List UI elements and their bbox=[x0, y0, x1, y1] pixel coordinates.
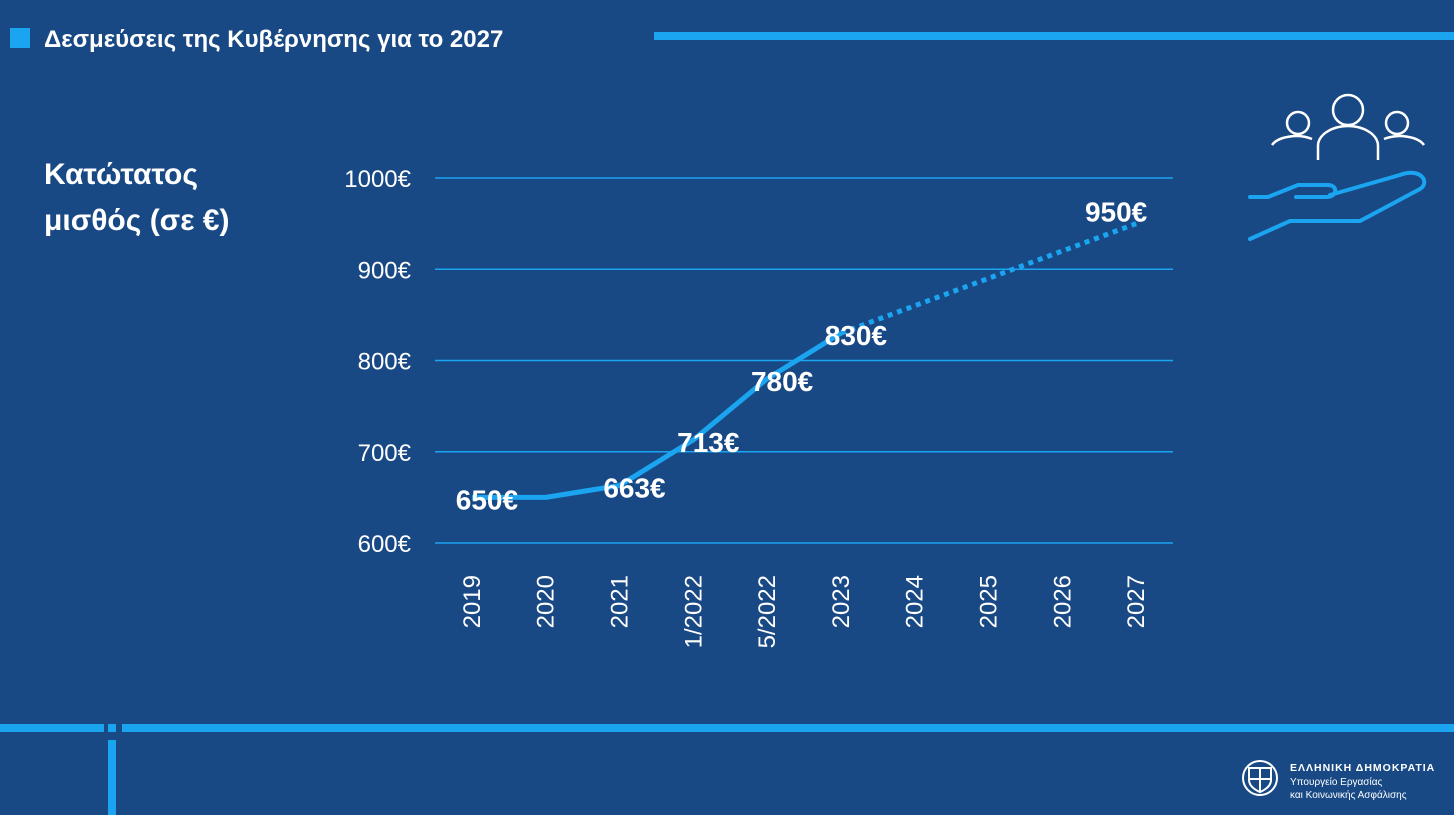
footer-ministry: και Κοινωνικής Ασφάλισης bbox=[1290, 789, 1407, 801]
x-tick-label: 5/2022 bbox=[754, 575, 781, 648]
hand-icon bbox=[1248, 170, 1427, 241]
y-tick-label: 1000€ bbox=[344, 166, 411, 193]
x-tick-label: 2019 bbox=[459, 575, 486, 628]
people-icon bbox=[1270, 93, 1426, 160]
x-tick-label: 2027 bbox=[1123, 575, 1150, 628]
x-tick-label: 2021 bbox=[607, 575, 634, 628]
x-tick-label: 2023 bbox=[828, 575, 855, 628]
chart-title: Δεσμεύσεις της Κυβέρνησης για το 2027 bbox=[44, 26, 503, 53]
y-tick-label: 700€ bbox=[358, 440, 412, 467]
data-label: 780€ bbox=[751, 366, 814, 397]
footer-rule bbox=[122, 724, 1454, 732]
emblem-shield bbox=[1248, 767, 1272, 794]
x-tick-label: 2020 bbox=[533, 575, 560, 628]
line-series bbox=[840, 221, 1137, 336]
title-rule bbox=[654, 32, 1454, 40]
footer-ministry: Υπουργείο Εργασίας bbox=[1290, 776, 1382, 788]
data-label: 950€ bbox=[1085, 197, 1148, 228]
footer-bar bbox=[108, 740, 116, 815]
x-tick-label: 1/2022 bbox=[680, 575, 707, 648]
emblem bbox=[1242, 760, 1278, 796]
footer-rule bbox=[0, 724, 104, 732]
title-marker bbox=[10, 28, 30, 48]
data-label: 713€ bbox=[677, 427, 740, 458]
y-tick-label: 800€ bbox=[358, 349, 412, 376]
data-label: 830€ bbox=[825, 320, 888, 351]
y-axis-label: Κατώτατος μισθός (σε €) bbox=[44, 158, 230, 237]
data-label: 650€ bbox=[456, 484, 519, 515]
x-tick-label: 2025 bbox=[976, 575, 1003, 628]
x-tick-label: 2024 bbox=[902, 575, 929, 628]
line-series bbox=[471, 330, 843, 500]
data-label: 663€ bbox=[603, 473, 666, 504]
footer-country: ΕΛΛΗΝΙΚΗ ΔΗΜΟΚΡΑΤΙΑ bbox=[1290, 762, 1435, 774]
footer-dot bbox=[108, 724, 116, 732]
x-tick-label: 2026 bbox=[1049, 575, 1076, 628]
y-tick-label: 600€ bbox=[358, 531, 412, 558]
y-tick-label: 900€ bbox=[358, 257, 412, 284]
